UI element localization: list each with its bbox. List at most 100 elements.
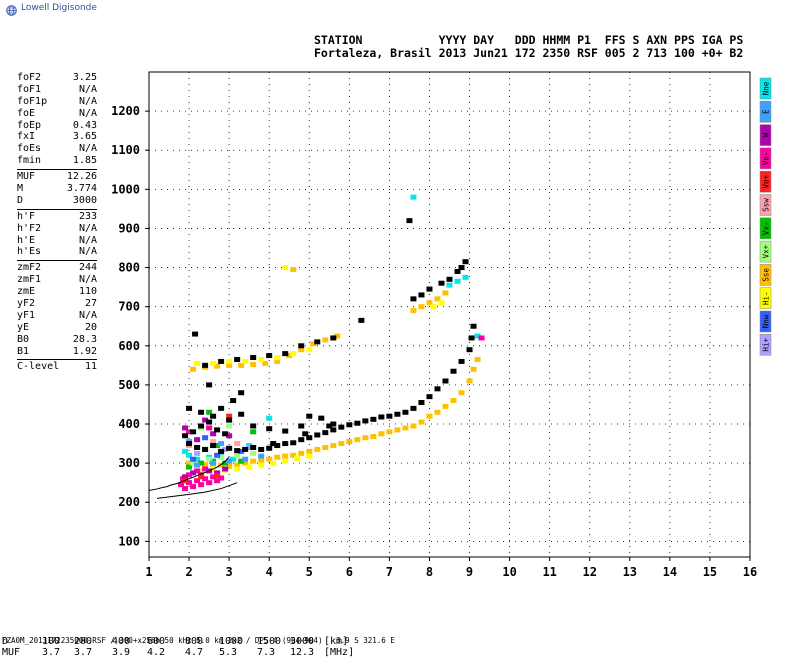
row-label: MUF [2,647,21,658]
echo-point [298,437,305,443]
echo-point [250,362,257,368]
echo-point [386,413,393,419]
legend-label: Hi+ [761,338,770,352]
echo-point [186,472,193,478]
param-label: h'E [17,234,36,246]
echo-point [386,429,393,435]
echo-point [434,386,441,392]
echo-point [218,448,225,454]
echo-point [314,446,321,452]
echo-point [438,280,445,286]
echo-point [226,417,233,423]
param-label: yF1 [17,309,36,321]
echo-point [410,423,417,429]
param-row: MUF 12.26 [17,171,97,183]
echo-point [250,423,257,429]
x-tick-label: 10 [502,565,516,579]
legend-swatch [759,170,772,193]
echo-point [282,458,289,464]
param-value: 3.65 [72,131,97,143]
echo-point [194,437,201,443]
echo-point [230,398,237,404]
echo-point [210,413,217,419]
legend-label: Vo- [761,152,770,166]
echo-point [234,441,241,447]
echo-point [470,366,477,372]
param-label: yF2 [17,298,36,310]
echo-point [194,478,201,484]
row-value: 4.7 [185,647,204,658]
header-labels: STATION YYYY DAY DDD HHMM P1 FFS S AXN P… [314,33,744,47]
echo-point [222,446,229,452]
echo-point [298,450,305,456]
param-value: 3.774 [66,183,97,195]
echo-point [290,452,297,458]
echo-point [466,378,473,384]
echo-point [298,423,305,429]
param-value: N/A [78,234,97,246]
echo-point [210,460,217,466]
row-value: 100 [42,636,61,647]
echo-point [306,453,313,459]
echo-point [226,413,233,419]
echo-point [226,433,233,439]
param-label: foE [17,107,36,119]
y-tick-label: 1100 [111,143,140,157]
echo-point [206,480,213,486]
echo-point [206,382,213,388]
param-row: yE 20 [17,322,97,334]
ionogram-chart: 1 2 3 4 5 6 7 8 9 10 11 12 13 14 15 1610020030040050060… [111,71,772,579]
legend-swatch [759,77,772,100]
echo-point [426,286,433,292]
echo-point [426,394,433,400]
echo-point [226,458,233,464]
row-value: 1500 [257,636,282,647]
echo-point [186,452,193,458]
legend-swatch [759,147,772,170]
param-row: foF1 N/A [17,84,97,96]
param-separator [17,208,97,210]
param-value: 1.85 [72,155,97,167]
echo-point [186,480,193,486]
echo-point [206,419,213,425]
echo-point [330,421,337,427]
echo-point [266,415,273,421]
row-label: D [2,636,9,647]
param-label: foF2 [17,72,42,83]
echo-point [466,347,473,353]
param-row: zmF1 N/A [17,274,97,286]
param-value: 12.26 [66,171,97,183]
param-value: N/A [78,143,97,155]
legend-label: Vx- [761,222,770,236]
echo-point [186,405,193,411]
echo-point [290,267,297,273]
echo-point [234,462,241,468]
echo-point [410,405,417,411]
x-tick-label: 13 [623,565,637,579]
legend-swatch [759,217,772,240]
param-label: h'F [17,210,36,222]
echo-point [192,331,199,337]
param-value: 110 [78,286,97,298]
y-tick-label: 200 [118,495,140,509]
echo-point [222,466,229,472]
echo-point [226,358,233,364]
x-tick-label: 1 [145,565,152,579]
echo-point [234,466,241,472]
echo-point [198,460,205,466]
param-separator [17,169,97,171]
echo-point [314,432,321,438]
echo-point [194,468,201,474]
x-tick-label: 12 [583,565,597,579]
echo-point [234,448,241,454]
echo-point [306,413,313,419]
param-row: h'E N/A [17,235,97,247]
echo-point [450,398,457,404]
param-row: B1 1.92 [17,346,97,358]
echo-point [266,456,273,462]
echo-point [242,456,249,462]
echo-point [330,335,337,341]
x-tick-label: 16 [743,565,757,579]
x-tick-label: 7 [386,565,393,579]
x-tick-label: 11 [542,565,556,579]
